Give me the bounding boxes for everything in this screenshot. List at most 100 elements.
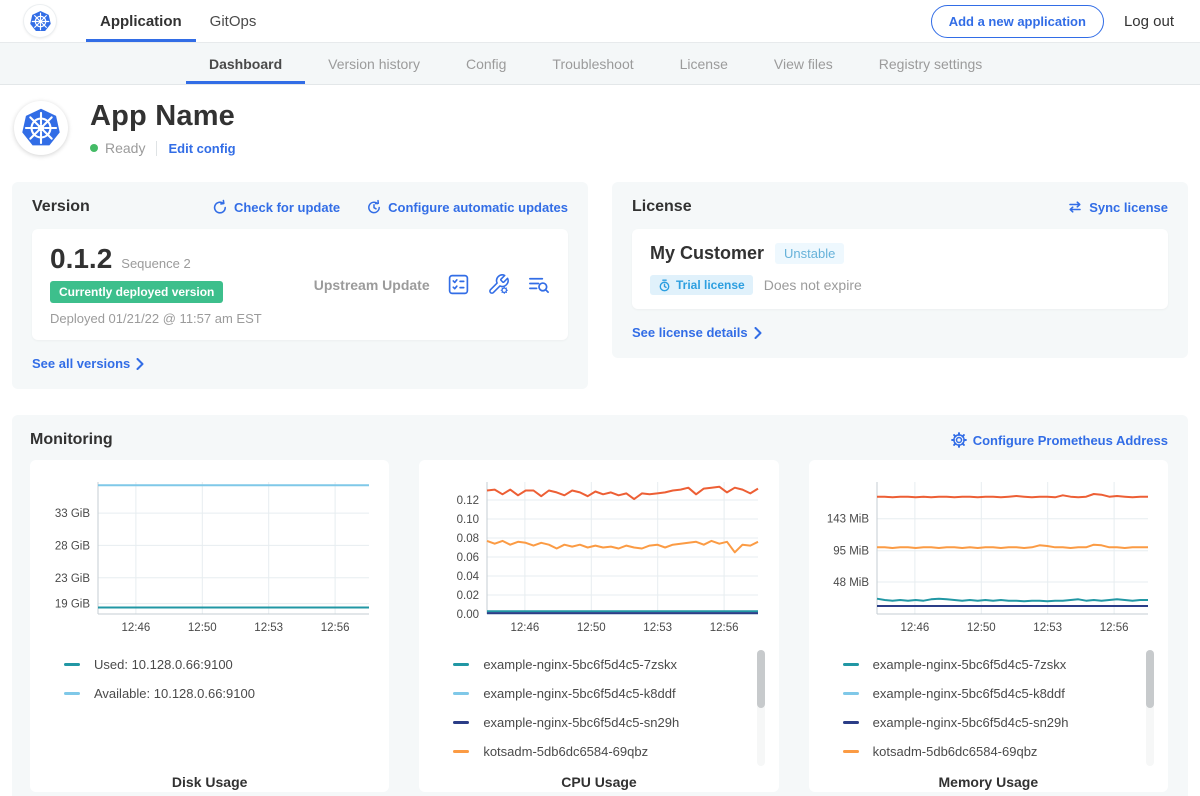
legend-label: kotsadm-5db6dc6584-69qbz (872, 744, 1038, 759)
tab-version-history[interactable]: Version history (328, 55, 420, 72)
app-subnav: Dashboard Version history Config Trouble… (0, 43, 1200, 85)
disk-usage-chart-card: 12:46 12:50 12:53 12:56 19 GiB 23 GiB 28 GiB 33… (30, 460, 390, 792)
see-license-details-link[interactable]: See license details (632, 325, 762, 340)
svg-text:0.04: 0.04 (457, 571, 480, 583)
legend-item: example-nginx-5bc6f5d4c5-7zskx (453, 650, 766, 679)
svg-text:12:46: 12:46 (511, 622, 540, 634)
configure-automatic-updates-link[interactable]: Configure automatic updates (366, 199, 568, 215)
svg-text:12:56: 12:56 (321, 622, 350, 634)
topnav-tab-gitops[interactable]: GitOps (209, 12, 257, 30)
see-all-versions-link[interactable]: See all versions (32, 356, 144, 371)
svg-text:12:50: 12:50 (577, 622, 606, 634)
config-button[interactable] (487, 273, 510, 296)
logs-search-icon (529, 277, 549, 294)
svg-text:12:46: 12:46 (900, 622, 929, 634)
license-expiry: Does not expire (763, 277, 862, 293)
legend-swatch-icon (64, 663, 80, 666)
svg-text:12:50: 12:50 (188, 622, 217, 634)
sync-license-link[interactable]: Sync license (1067, 199, 1168, 215)
svg-text:12:50: 12:50 (967, 622, 996, 634)
legend-scrollbar[interactable] (756, 650, 765, 766)
chart-legend: Used: 10.128.0.66:9100 Available: 10.128.… (42, 650, 377, 768)
release-notes-button[interactable] (447, 273, 470, 296)
gear-icon (950, 432, 967, 448)
chart-plot: 12:46 12:50 12:53 12:56 19 GiB 23 GiB 28 GiB 33… (42, 472, 377, 640)
svg-text:95 MiB: 95 MiB (833, 546, 869, 558)
svg-text:0.08: 0.08 (457, 533, 479, 545)
refresh-icon (213, 199, 226, 214)
page-title: App Name (90, 100, 236, 132)
topnav-tab-application[interactable]: Application (86, 0, 196, 42)
topnav-tabs: Application GitOps (86, 0, 270, 42)
deploy-logs-button[interactable] (527, 273, 550, 296)
svg-text:0.00: 0.00 (457, 609, 479, 621)
svg-text:12:56: 12:56 (710, 622, 739, 634)
chart-legend: example-nginx-5bc6f5d4c5-7zskx example-ng… (431, 650, 766, 768)
tab-registry-settings[interactable]: Registry settings (878, 55, 983, 72)
chart-canvas: 12:46 12:50 12:53 12:56 19 GiB 23 GiB 28 GiB 33… (55, 482, 369, 634)
tab-view-files[interactable]: View files (773, 55, 833, 72)
add-application-button[interactable]: Add a new application (930, 4, 1104, 38)
chart-title: Memory Usage (938, 774, 1039, 790)
chart-plot: 12:46 12:50 12:53 12:56 0.00 0.02 0.04 0.06 0.08… (431, 472, 766, 640)
legend-item: example-nginx-5bc6f5d4c5-k8ddf (453, 679, 766, 708)
scrollbar-thumb[interactable] (756, 650, 765, 708)
legend-swatch-icon (453, 750, 470, 753)
current-version-card: 0.1.2 Sequence 2 Currently deployed vers… (32, 229, 568, 340)
license-card-title: License (632, 198, 692, 215)
svg-text:12:56: 12:56 (1099, 622, 1128, 634)
logout-link[interactable]: Log out (1123, 12, 1174, 30)
release-notes-icon (448, 274, 469, 295)
legend-swatch-icon (64, 692, 80, 695)
svg-text:48 MiB: 48 MiB (833, 577, 869, 589)
chart-title: CPU Usage (561, 774, 637, 790)
kubernetes-logo-icon[interactable] (24, 5, 56, 37)
legend-label: Used: 10.128.0.66:9100 (94, 657, 233, 672)
svg-text:0.02: 0.02 (457, 590, 479, 602)
sync-icon (1069, 201, 1082, 213)
version-number: 0.1.2 (50, 243, 113, 274)
legend-swatch-icon (842, 721, 859, 724)
legend-label: example-nginx-5bc6f5d4c5-k8ddf (872, 686, 1065, 701)
tab-license[interactable]: License (679, 55, 728, 72)
legend-scrollbar[interactable] (1145, 650, 1154, 766)
legend-label: example-nginx-5bc6f5d4c5-7zskx (483, 657, 677, 672)
update-type-label: Upstream Update (313, 276, 430, 293)
check-for-update-link[interactable]: Check for update (212, 199, 340, 215)
app-avatar (14, 101, 68, 155)
legend-label: example-nginx-5bc6f5d4c5-k8ddf (483, 686, 676, 701)
scrollbar-thumb[interactable] (1145, 650, 1154, 708)
tab-troubleshoot[interactable]: Troubleshoot (552, 55, 634, 72)
version-sequence: Sequence 2 (121, 256, 191, 271)
edit-config-link[interactable]: Edit config (168, 140, 236, 156)
legend-swatch-icon (453, 721, 470, 724)
svg-text:12:53: 12:53 (1033, 622, 1062, 634)
legend-swatch-icon (842, 692, 859, 695)
legend-swatch-icon (842, 663, 859, 666)
clock-refresh-icon (368, 199, 381, 214)
legend-label: example-nginx-5bc6f5d4c5-sn29h (872, 715, 1069, 730)
license-card: License Sync license My Customer Unstabl… (612, 182, 1188, 358)
chart-canvas: 12:46 12:50 12:53 12:56 0.00 0.02 0.04 0.06 0.08… (457, 482, 759, 634)
configure-prometheus-link[interactable]: Configure Prometheus Address (950, 432, 1168, 448)
kubernetes-wheel-icon (22, 108, 60, 146)
legend-swatch-icon (842, 750, 859, 753)
topnav-spacer (270, 0, 930, 42)
legend-label: Available: 10.128.0.66:9100 (94, 686, 255, 701)
divider (156, 140, 158, 156)
svg-text:12:53: 12:53 (254, 622, 283, 634)
legend-item: example-nginx-5bc6f5d4c5-sn29h (453, 708, 766, 737)
chevron-right-icon (754, 326, 762, 339)
channel-badge: Unstable (775, 243, 845, 264)
top-navbar: Application GitOps Add a new application… (0, 0, 1200, 43)
svg-text:143 MiB: 143 MiB (826, 514, 869, 526)
chart-plot: 12:46 12:50 12:53 12:56 48 MiB 95 MiB 143 MiB (821, 472, 1156, 640)
legend-label: example-nginx-5bc6f5d4c5-sn29h (483, 715, 680, 730)
app-header: App Name Ready Edit config (0, 85, 1200, 174)
status-badge: Ready (105, 140, 146, 156)
customer-name: My Customer (650, 243, 765, 263)
svg-text:28 GiB: 28 GiB (55, 540, 90, 552)
tab-config[interactable]: Config (465, 55, 507, 72)
legend-item: Available: 10.128.0.66:9100 (64, 679, 377, 708)
tab-dashboard[interactable]: Dashboard (186, 43, 306, 84)
